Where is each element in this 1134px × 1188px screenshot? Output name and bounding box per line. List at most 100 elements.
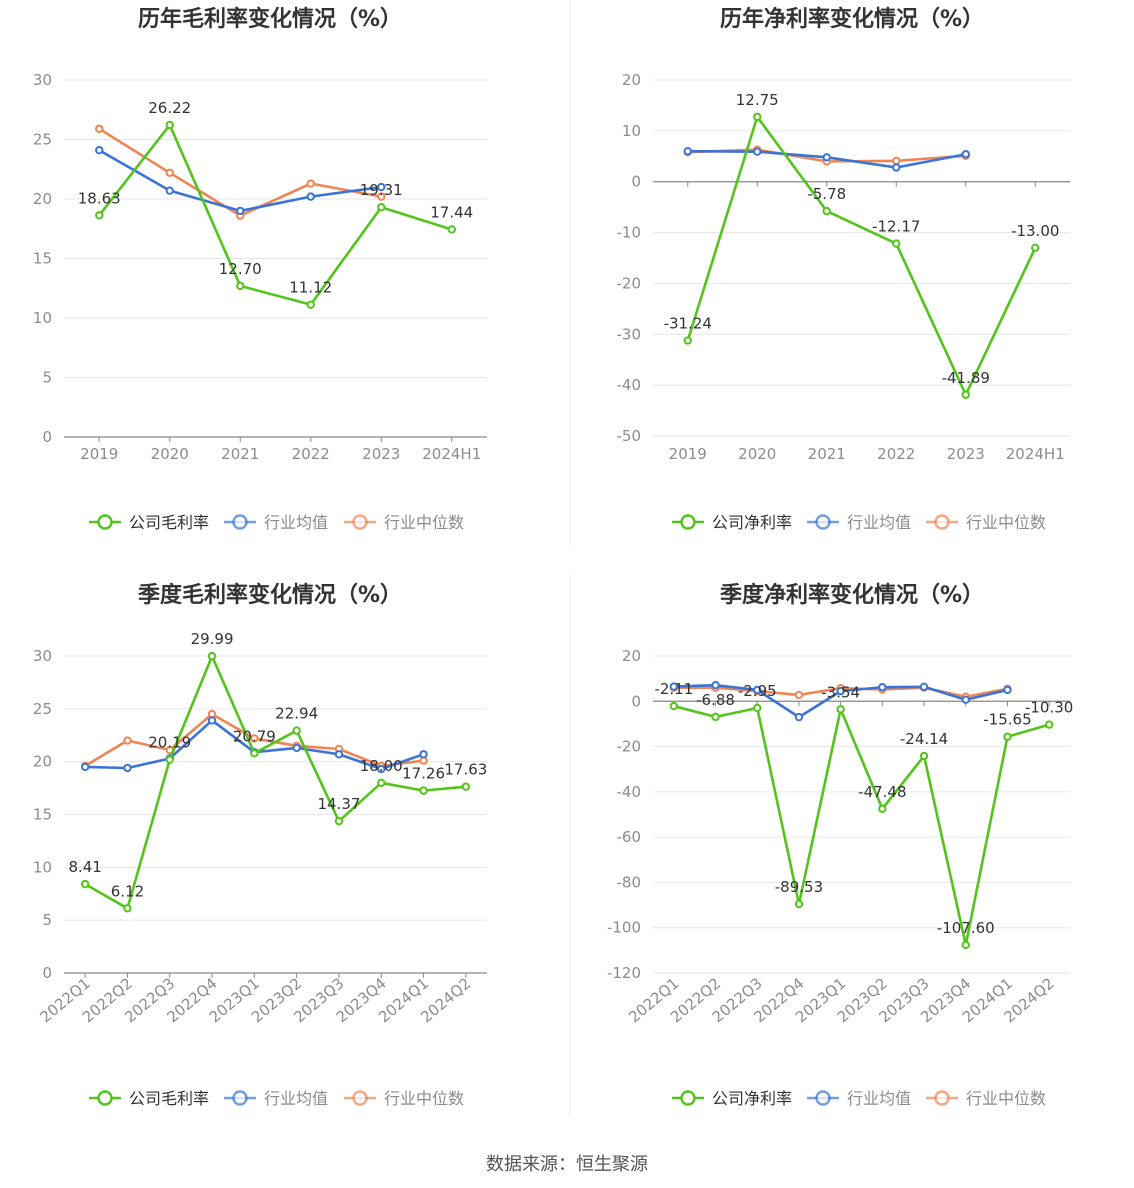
y-tick-label: -120 bbox=[607, 964, 641, 982]
data-label: -10.30 bbox=[1025, 699, 1073, 717]
data-point-avg bbox=[80, 762, 90, 772]
legend-marker-company bbox=[97, 514, 113, 530]
series-line-median bbox=[98, 127, 382, 217]
y-tick-label: 0 bbox=[42, 428, 52, 446]
data-label: 17.63 bbox=[444, 761, 487, 779]
chart-title: 历年净利率变化情况（%） bbox=[720, 6, 984, 32]
y-tick-label: -30 bbox=[617, 325, 642, 343]
data-point-company bbox=[1003, 732, 1012, 741]
data-point-company bbox=[165, 120, 174, 130]
data-point-avg bbox=[822, 153, 831, 162]
legend-marker-median bbox=[934, 1090, 950, 1106]
y-tick-label: -50 bbox=[617, 427, 642, 445]
x-tick-label: 2021 bbox=[808, 445, 846, 463]
chart-panel-1: 历年毛利率变化情况（%） 0 5 10 15 20 25 30 2019 2020 2021 2022… bbox=[33, 6, 487, 532]
y-tick-label: 30 bbox=[33, 71, 52, 89]
legend-label: 行业均值 bbox=[264, 1089, 328, 1108]
data-point-company bbox=[80, 879, 90, 889]
data-label: -2.95 bbox=[738, 682, 777, 700]
data-point-avg bbox=[306, 192, 315, 201]
data-label: -89.53 bbox=[775, 878, 823, 896]
data-label: 12.75 bbox=[736, 91, 779, 109]
x-tick-label: 2022 bbox=[877, 445, 915, 463]
data-point-median bbox=[95, 124, 104, 133]
data-point-median bbox=[165, 168, 174, 178]
x-tick-label: 2020 bbox=[151, 445, 189, 463]
data-point-company bbox=[377, 778, 386, 787]
data-point-company bbox=[377, 203, 386, 212]
data-label: 18.00 bbox=[360, 757, 403, 775]
data-label: 19.31 bbox=[360, 181, 403, 199]
data-point-company bbox=[292, 726, 301, 735]
data-point-avg bbox=[794, 712, 804, 722]
data-label: -15.65 bbox=[983, 711, 1031, 729]
y-tick-label: -20 bbox=[617, 274, 642, 292]
series-line-company bbox=[84, 654, 466, 910]
data-label: -41.89 bbox=[942, 369, 990, 387]
chart-title: 季度净利率变化情况（%） bbox=[720, 582, 984, 608]
legend-label: 行业均值 bbox=[847, 1089, 911, 1108]
data-point-company bbox=[236, 281, 245, 291]
data-point-company bbox=[95, 211, 104, 220]
data-point-avg bbox=[1003, 685, 1012, 695]
data-point-avg bbox=[892, 163, 901, 172]
y-tick-label: 20 bbox=[33, 190, 52, 208]
y-tick-label: 10 bbox=[33, 309, 52, 327]
data-point-avg bbox=[878, 683, 887, 692]
data-point-avg bbox=[836, 686, 845, 696]
y-tick-label: -10 bbox=[617, 224, 642, 242]
data-point-company bbox=[878, 804, 887, 813]
data-point-company bbox=[919, 751, 929, 761]
y-tick-label: 20 bbox=[33, 753, 52, 771]
data-point-avg bbox=[961, 150, 970, 159]
data-point-avg bbox=[334, 750, 344, 759]
data-label: 18.63 bbox=[78, 189, 121, 207]
data-point-avg bbox=[753, 685, 762, 695]
legend-label: 行业中位数 bbox=[384, 513, 464, 532]
x-tick-label: 2024H1 bbox=[1006, 445, 1065, 463]
data-label: -31.24 bbox=[664, 315, 712, 333]
y-tick-label: 20 bbox=[622, 71, 641, 89]
data-label: 29.99 bbox=[191, 630, 234, 648]
data-point-avg bbox=[669, 682, 679, 691]
y-tick-label: 20 bbox=[622, 647, 641, 665]
y-tick-label: 15 bbox=[33, 806, 52, 824]
data-point-avg bbox=[683, 147, 692, 156]
data-label: 12.70 bbox=[219, 260, 262, 278]
y-tick-label: 5 bbox=[42, 911, 52, 929]
legend-marker-avg bbox=[815, 514, 831, 530]
data-label: 11.12 bbox=[289, 279, 332, 297]
chart-panel-2: 历年净利率变化情况（%） -50 -40 -30 -20 -10 0 10 20 2019 2020… bbox=[617, 6, 1070, 532]
data-point-median bbox=[306, 179, 315, 188]
chart-title: 季度毛利率变化情况（%） bbox=[138, 582, 402, 608]
y-tick-label: 0 bbox=[42, 964, 52, 982]
y-tick-label: 30 bbox=[33, 647, 52, 665]
data-label: -2.11 bbox=[654, 680, 693, 698]
data-point-avg bbox=[419, 750, 428, 759]
legend-label: 公司毛利率 bbox=[129, 1089, 209, 1108]
data-point-company bbox=[419, 786, 428, 795]
legend-label: 行业均值 bbox=[847, 513, 911, 532]
data-point-company bbox=[669, 701, 679, 711]
data-point-avg bbox=[236, 206, 245, 216]
data-point-company bbox=[1031, 243, 1040, 253]
y-tick-label: -100 bbox=[607, 919, 641, 937]
legend-label: 公司净利率 bbox=[712, 513, 792, 532]
data-point-company bbox=[822, 206, 831, 216]
data-label: 8.41 bbox=[68, 858, 101, 876]
x-tick-label: 2022 bbox=[292, 445, 330, 463]
x-tick-label: 2023 bbox=[947, 445, 985, 463]
legend-marker-company bbox=[680, 514, 696, 530]
data-point-company bbox=[683, 336, 692, 345]
y-tick-label: 5 bbox=[42, 369, 52, 387]
data-label: 20.79 bbox=[233, 727, 276, 745]
data-label: 17.44 bbox=[430, 203, 473, 221]
data-label: 26.22 bbox=[148, 99, 191, 117]
series-line-company bbox=[673, 704, 1050, 947]
y-tick-label: 0 bbox=[631, 692, 641, 710]
data-label: 17.26 bbox=[402, 765, 445, 783]
data-label: 6.12 bbox=[111, 882, 144, 900]
legend-label: 公司毛利率 bbox=[129, 513, 209, 532]
data-label: 20.19 bbox=[148, 734, 191, 752]
